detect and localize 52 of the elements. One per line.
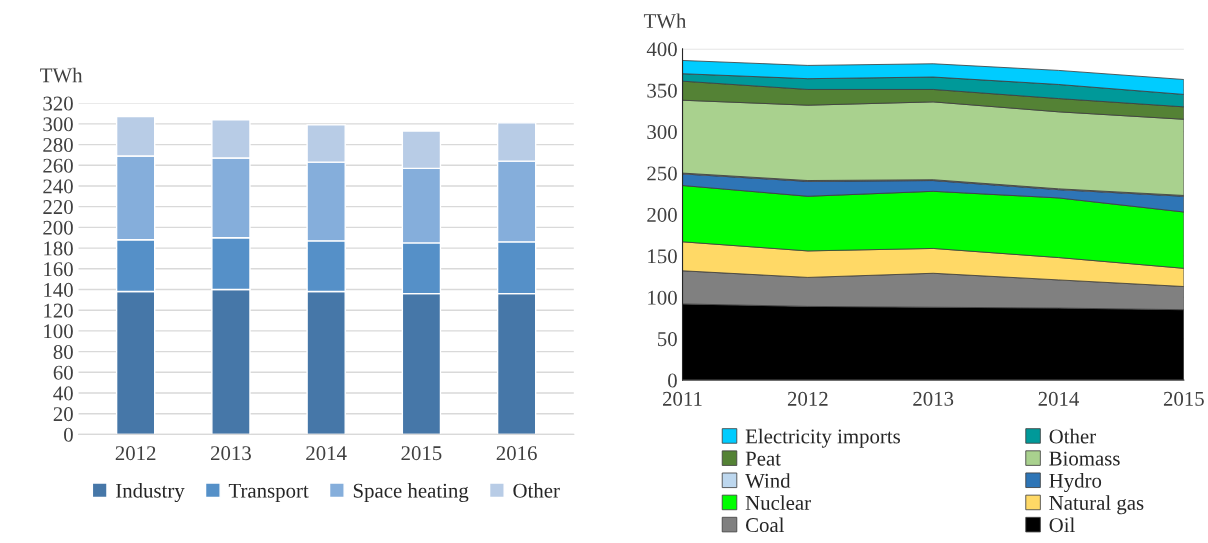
y-tick-label: 100: [648, 290, 677, 305]
legend-label: Nuclear: [745, 495, 811, 510]
legend-label: Wind: [745, 473, 791, 488]
y-axis-title: TWh: [643, 13, 687, 29]
y-tick-label: 60: [53, 365, 73, 380]
legend-label: Natural gas: [1049, 495, 1144, 515]
x-tick-label: 2013: [211, 446, 251, 461]
legend-label: Oil: [1049, 517, 1075, 533]
legend-label: Other: [513, 483, 560, 498]
y-tick-label: 40: [53, 386, 73, 401]
x-tick-label: 2013: [913, 391, 954, 406]
legend-label: Transport: [228, 483, 309, 502]
y-tick-label: 150: [648, 249, 677, 264]
legend-label: Space heating: [353, 483, 469, 503]
legend-label: Industry: [116, 483, 185, 503]
x-tick-label: 2016: [496, 446, 537, 461]
y-tick-label: 260: [43, 158, 73, 173]
y-tick-label: 320: [43, 96, 73, 111]
x-tick-label: 2015: [1163, 391, 1204, 406]
y-tick-label: 280: [43, 137, 73, 153]
y-tick-label: 50: [658, 332, 677, 347]
y-tick-label: 0: [64, 427, 73, 442]
x-tick-label: 2014: [306, 446, 347, 461]
y-tick-label: 80: [53, 344, 73, 360]
y-tick-label: 400: [646, 42, 677, 57]
x-tick-label: 2015: [401, 446, 442, 461]
legend-label: Peat: [745, 451, 781, 466]
y-tick-label: 240: [43, 179, 73, 194]
legend-label: Biomass: [1049, 451, 1120, 466]
y-tick-label: 180: [44, 241, 73, 256]
y-tick-label: 100: [44, 324, 73, 339]
legend-label: Hydro: [1049, 473, 1102, 493]
y-tick-label: 140: [44, 282, 73, 297]
y-tick-label: 200: [43, 220, 73, 235]
legend-label: Electricity imports: [745, 428, 901, 448]
y-tick-label: 250: [647, 166, 677, 181]
y-tick-label: 350: [647, 83, 677, 98]
y-axis-title: TWh: [40, 67, 83, 83]
y-tick-label: 160: [44, 262, 73, 277]
legend-label: Coal: [746, 517, 785, 533]
y-tick-label: 120: [44, 303, 73, 318]
x-tick-label: 2014: [1038, 391, 1080, 406]
x-tick-label: 2012: [787, 391, 828, 406]
legend-label: Other: [1049, 428, 1096, 444]
y-tick-label: 220: [43, 200, 73, 215]
y-tick-label: 20: [53, 407, 73, 422]
x-tick-label: 2011: [662, 391, 702, 406]
y-tick-label: 300: [43, 117, 73, 132]
y-tick-label: 0: [668, 373, 677, 388]
y-tick-label: 200: [647, 207, 677, 222]
y-tick-label: 300: [647, 125, 677, 140]
x-tick-label: 2012: [115, 446, 156, 461]
